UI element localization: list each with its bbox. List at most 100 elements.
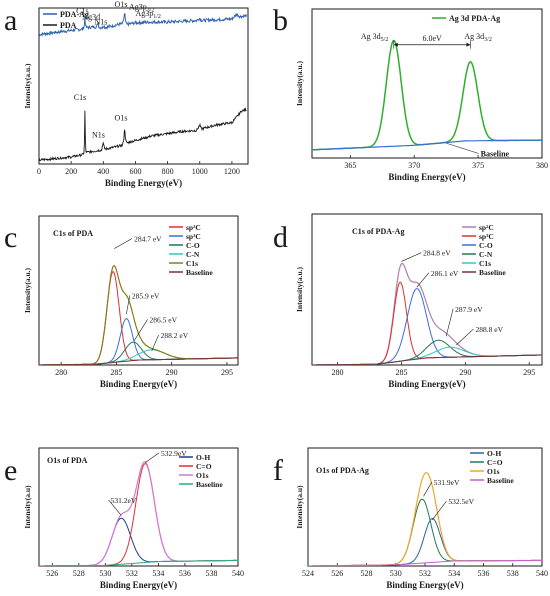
y-axis-label: Intensity(a.u) [23, 485, 32, 529]
series-baseline-line [312, 354, 542, 365]
panel-letter: a [4, 4, 17, 37]
peak-label: Ag 3d3/2 [464, 32, 491, 43]
panel-letter: c [4, 221, 17, 254]
x-axis-label: Binding Energy(eV) [105, 178, 182, 188]
x-tick-label: 526 [331, 569, 343, 578]
panel-letter: e [4, 454, 17, 487]
series-sp-c-line [39, 271, 238, 365]
x-tick-label: 200 [65, 167, 77, 176]
x-tick-label: 536 [179, 569, 191, 578]
legend-label: C-O [186, 241, 200, 250]
legend-label: Baseline [487, 476, 514, 485]
peak-leader-line [114, 238, 133, 249]
peak-label: 532.9eV [161, 449, 187, 458]
series-group [39, 265, 238, 365]
panel-d: d 280 285 290 295 Binding Energy(eV) Intensity… [273, 213, 543, 389]
plot-frame [311, 8, 543, 159]
x-tick-label: 400 [97, 167, 109, 176]
panel-e: e 526 528 530 532 534 536 538 540 Binding Energy(… [4, 447, 244, 590]
peak-leader-line [133, 319, 148, 342]
peak-leader-line [423, 481, 433, 497]
x-tick-label: 532 [126, 569, 138, 578]
legend-label: PDA [60, 21, 77, 30]
legend-label: sp²C [479, 223, 494, 232]
panel-subtitle: O1s of PDA-Ag [316, 466, 369, 475]
x-tick-label: 295 [221, 368, 233, 377]
x-axis-label: Binding Energy(eV) [388, 379, 465, 389]
legend-label: C=O [487, 458, 503, 467]
panel-b: b 365 370 375 380 Binding Energy(eV) Intensity… [273, 4, 548, 182]
series-o-h-line [39, 517, 238, 566]
series-sp-c-line [312, 281, 542, 365]
peak-leader-line [151, 334, 159, 351]
legend-label: O-H [487, 449, 501, 458]
x-tick-label: 534 [152, 569, 164, 578]
series-group [308, 472, 542, 566]
series-c1s-line [39, 265, 238, 365]
x-tick-label: 524 [302, 569, 314, 578]
legend-label: sp²C [186, 223, 201, 232]
peak-annotation: N1s [92, 130, 105, 139]
peak-annotation: O1s [115, 0, 128, 9]
series-pda-line [39, 107, 247, 162]
series-group [39, 461, 238, 566]
x-tick-label: 530 [99, 569, 111, 578]
legend-label: sp³C [479, 232, 494, 241]
x-tick-label: 295 [523, 368, 535, 377]
peak-leader-line [416, 272, 430, 288]
legend-label: Ag 3d PDA-Ag [449, 14, 500, 23]
peak-annotation: C1s [74, 93, 86, 102]
x-tick-label: 530 [390, 569, 402, 578]
x-tick-label: 290 [459, 368, 471, 377]
baseline-leader-line [446, 142, 479, 154]
x-tick-label: 528 [361, 569, 373, 578]
peak-annotation: O1s [115, 113, 128, 122]
x-tick-label: 1000 [192, 167, 208, 176]
peak-leader-line [445, 308, 454, 337]
peak-label: 287.9 eV [455, 305, 483, 314]
x-tick-label: 0 [37, 167, 41, 176]
legend-label: PDA-Ag [60, 10, 89, 19]
series-group [312, 262, 542, 365]
legend-label: O1s [196, 471, 209, 480]
peak-label: Ag 3d5/2 [361, 32, 388, 43]
plot-frame [38, 215, 239, 366]
x-axis-label: Binding Energy(eV) [388, 172, 465, 182]
x-tick-label: 1200 [224, 167, 240, 176]
peak-leader-line [144, 452, 160, 463]
series-c-n-line [312, 339, 542, 365]
separation-label: 6.0eV [422, 34, 442, 43]
x-tick-label: 532 [419, 569, 431, 578]
x-tick-label: 800 [162, 167, 174, 176]
peak-label: 285.9 eV [132, 291, 160, 300]
legend-label: O-H [196, 453, 210, 462]
y-axis-label: Intensity(a.u.) [295, 267, 304, 313]
legend-label: C-N [186, 250, 200, 259]
x-tick-label: 290 [166, 368, 178, 377]
legend-label: C-O [479, 241, 493, 250]
series-pda-ag-line [39, 12, 247, 38]
x-tick-label: 280 [332, 368, 344, 377]
x-tick-label: 540 [232, 569, 244, 578]
panel-subtitle: C1s of PDA [53, 229, 93, 238]
y-axis-label: Intensity(a.u.) [23, 268, 32, 314]
series-baseline-line [308, 559, 542, 566]
x-tick-label: 285 [110, 368, 122, 377]
separation-arrowhead [393, 42, 398, 47]
x-tick-label: 538 [205, 569, 217, 578]
series-o-h-line [308, 518, 542, 566]
series-c-o-line [312, 288, 542, 365]
legend-label: sp³C [186, 232, 201, 241]
peak-annotation: C1s [76, 6, 88, 15]
x-tick-label: 536 [478, 569, 490, 578]
series-o1s-line [308, 472, 542, 566]
plot-frame [311, 213, 543, 366]
legend: PDA-Ag PDA [43, 10, 89, 30]
peak-label: 288.2 eV [161, 331, 189, 340]
legend-label: C=O [196, 462, 212, 471]
series-baseline-line [39, 357, 238, 365]
